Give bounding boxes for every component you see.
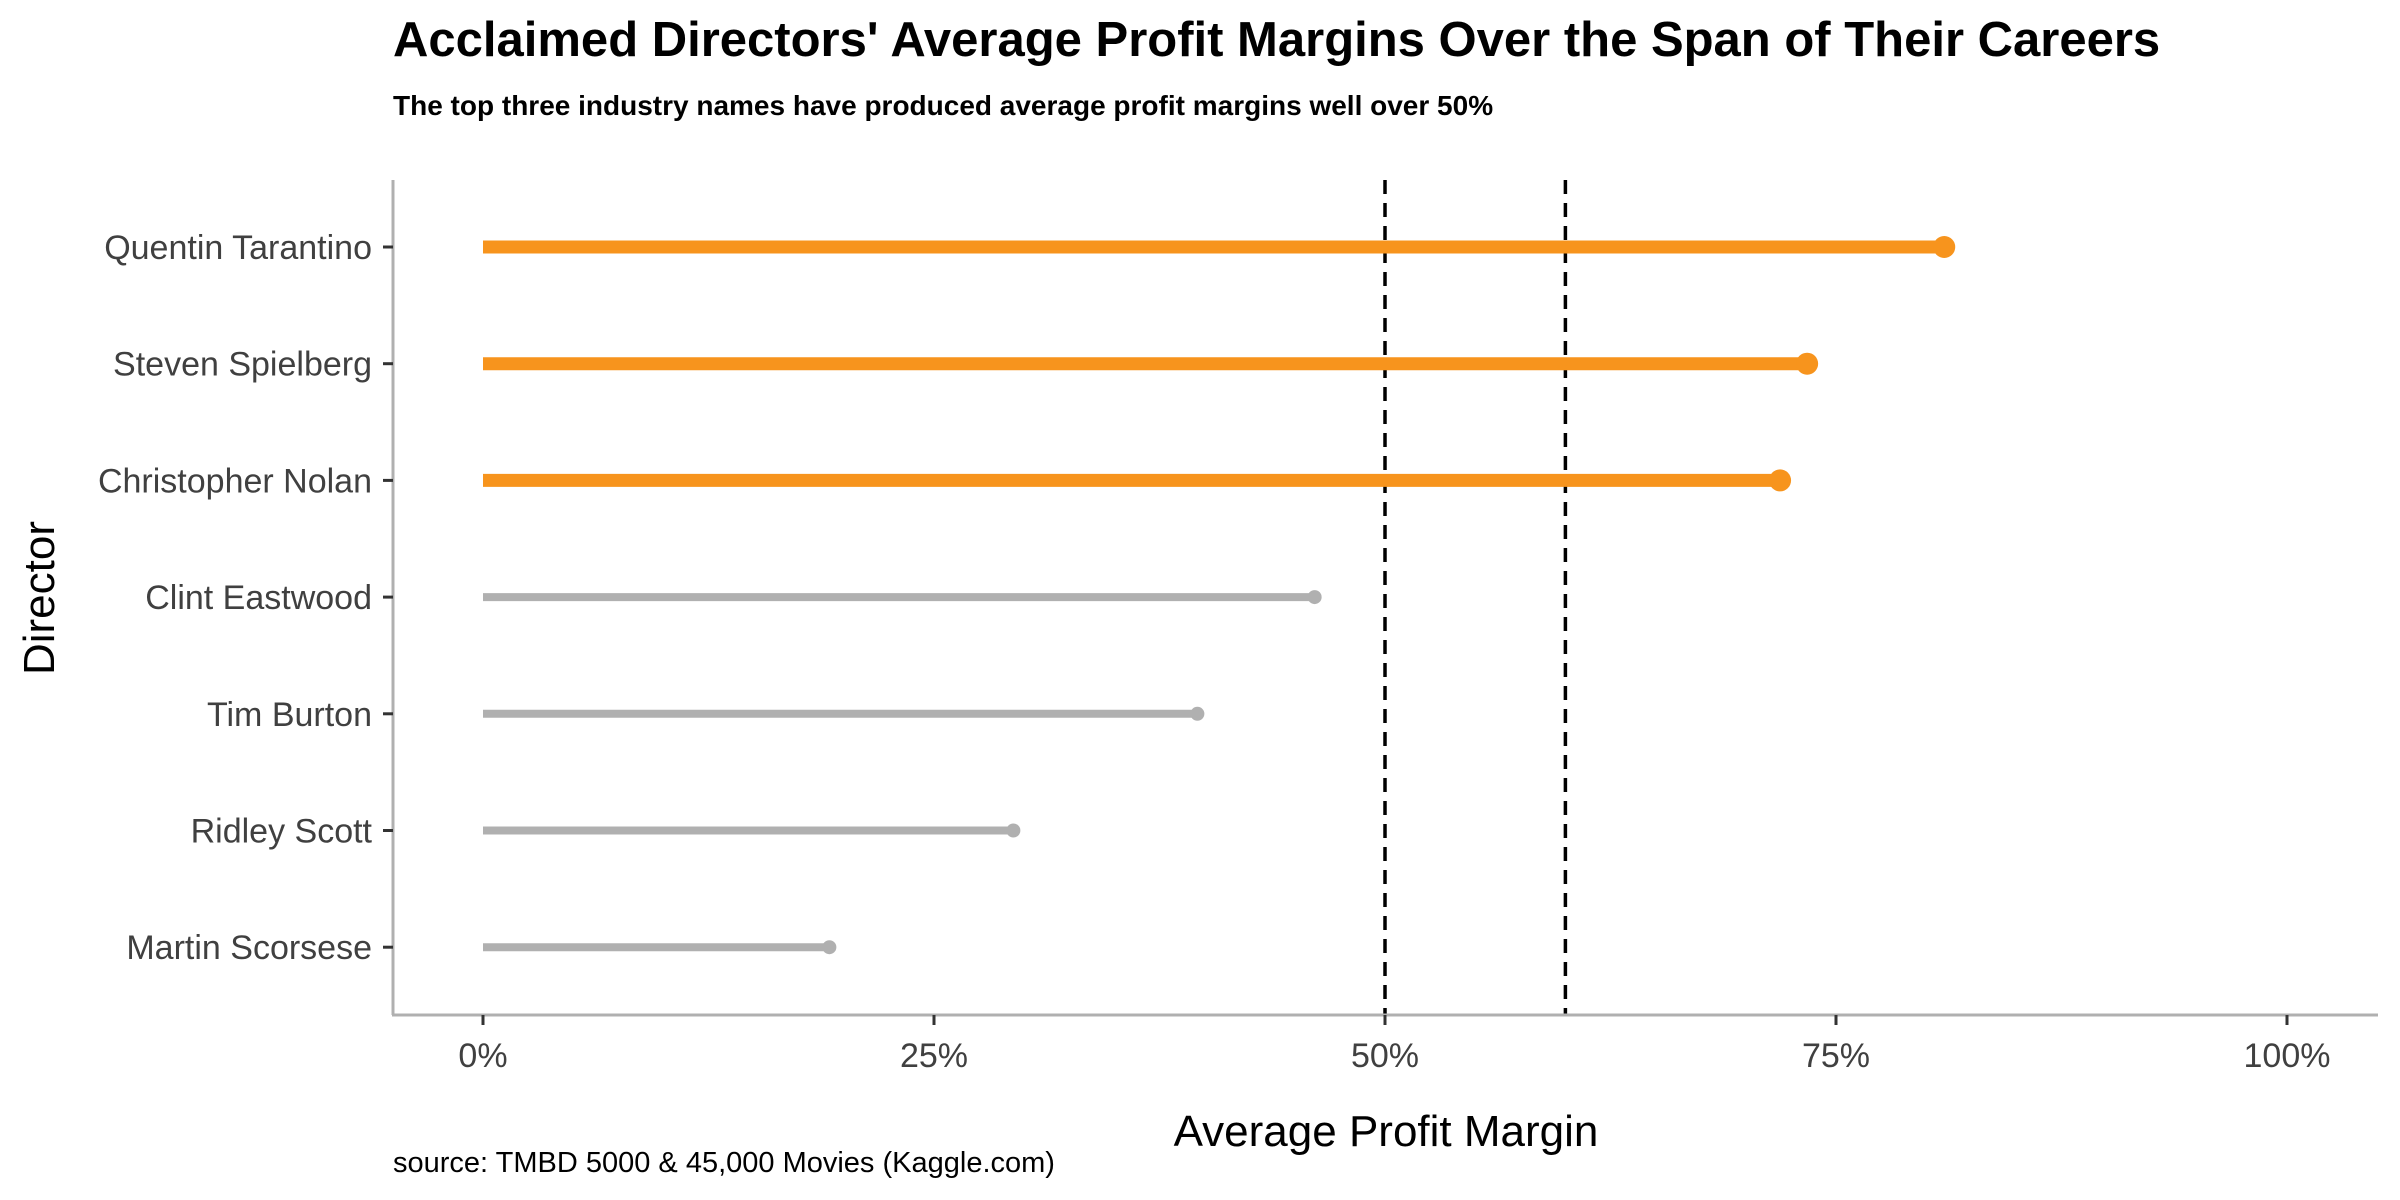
- x-axis-label: Average Profit Margin: [1174, 1107, 1599, 1156]
- x-tick-label: 75%: [1802, 1037, 1870, 1075]
- reference-lines: [1383, 180, 1568, 1015]
- lollipop-dots: [822, 236, 1956, 955]
- y-tick-label: Clint Eastwood: [145, 579, 372, 617]
- x-tick-label: 0%: [458, 1037, 507, 1075]
- lollipop-dot: [1190, 706, 1205, 721]
- chart-subtitle: The top three industry names have produc…: [393, 90, 1493, 121]
- y-axis-label: Director: [15, 521, 64, 675]
- lollipop-dot: [1769, 469, 1792, 492]
- x-axis-ticks: 0% 25% 50% 75% 100%: [458, 1015, 2330, 1075]
- lollipop-dot: [1796, 352, 1819, 375]
- x-tick-label: 50%: [1351, 1037, 1419, 1075]
- y-tick-label: Christopher Nolan: [98, 462, 372, 500]
- x-tick-label: 100%: [2244, 1037, 2331, 1075]
- lollipop-stems: [483, 240, 1945, 952]
- lollipop-dot: [1006, 823, 1021, 838]
- x-tick-label: 25%: [900, 1037, 968, 1075]
- plot-area: [483, 180, 1956, 1015]
- lollipop-dot: [1307, 590, 1322, 605]
- y-tick-label: Tim Burton: [207, 696, 372, 734]
- lollipop-dot: [822, 940, 837, 955]
- y-tick-label: Ridley Scott: [191, 813, 373, 851]
- source-caption: source: TMBD 5000 & 45,000 Movies (Kaggl…: [393, 1147, 1055, 1179]
- y-tick-label: Steven Spielberg: [113, 346, 372, 384]
- y-axis-ticks: Quentin Tarantino Steven Spielberg Christo…: [98, 229, 393, 967]
- chart-title: Acclaimed Directors' Average Profit Marg…: [393, 13, 2160, 67]
- y-tick-label: Martin Scorsese: [126, 929, 372, 967]
- lollipop-dot: [1933, 236, 1956, 258]
- y-tick-label: Quentin Tarantino: [104, 229, 372, 267]
